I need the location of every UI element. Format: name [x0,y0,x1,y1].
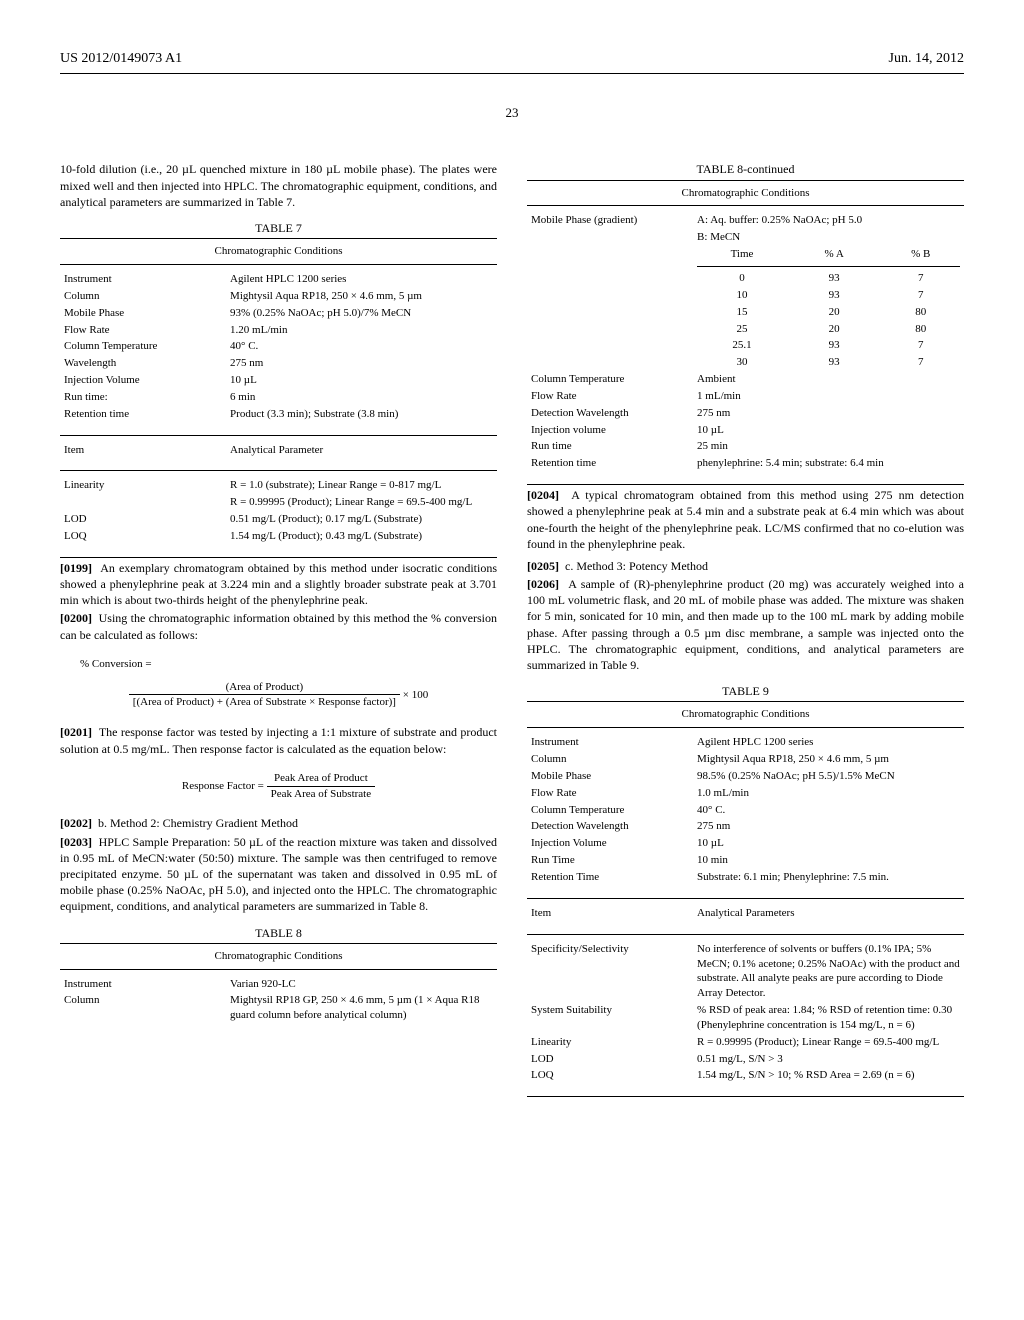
para-0203: [0203] HPLC Sample Preparation: 50 µL of… [60,834,497,915]
conversion-equation: % Conversion = (Area of Product) [(Area … [60,657,497,711]
para-0206: [0206] A sample of (R)-phenylephrine pro… [527,576,964,673]
table7-caption: TABLE 7 [60,220,497,236]
para-0200: [0200] Using the chromatographic informa… [60,610,497,642]
para-0199: [0199] An exemplary chromatogram obtaine… [60,560,497,609]
table8-caption: TABLE 8 [60,925,497,941]
table7-analytical-header: ItemAnalytical Parameter [60,442,497,459]
patent-number: US 2012/0149073 A1 [60,50,182,69]
intro-paragraph: 10-fold dilution (i.e., 20 µL quenched m… [60,161,497,210]
table7-conditions: InstrumentAgilent HPLC 1200 series Colum… [60,271,497,423]
table8c-caption: TABLE 8-continued [527,161,964,177]
para-0202: [0202] b. Method 2: Chemistry Gradient M… [60,815,497,831]
publication-date: Jun. 14, 2012 [889,50,964,69]
table9-sub: Chromatographic Conditions [527,704,964,725]
table8-conditions: InstrumentVarian 920-LC ColumnMightysil … [60,976,497,1025]
table8c-sub: Chromatographic Conditions [527,183,964,204]
para-0205: [0205] c. Method 3: Potency Method [527,558,964,574]
para-0204: [0204] A typical chromatogram obtained f… [527,487,964,552]
table9-analytical: Specificity/SelectivityNo interference o… [527,941,964,1085]
para-0201: [0201] The response factor was tested by… [60,724,497,756]
table9-conditions: InstrumentAgilent HPLC 1200 series Colum… [527,734,964,886]
table9-analytical-header: ItemAnalytical Parameters [527,905,964,922]
table7-sub: Chromatographic Conditions [60,241,497,262]
page-number: 23 [60,104,964,122]
table7-analytical: LinearityR = 1.0 (substrate); Linear Ran… [60,477,497,544]
table9-caption: TABLE 9 [527,683,964,699]
table8c-gradient: Mobile Phase (gradient) A: Aq. buffer: 0… [527,212,964,472]
table8-sub: Chromatographic Conditions [60,946,497,967]
page-header: US 2012/0149073 A1 Jun. 14, 2012 [60,50,964,74]
response-factor-equation: Response Factor = Peak Area of Product P… [60,771,497,802]
